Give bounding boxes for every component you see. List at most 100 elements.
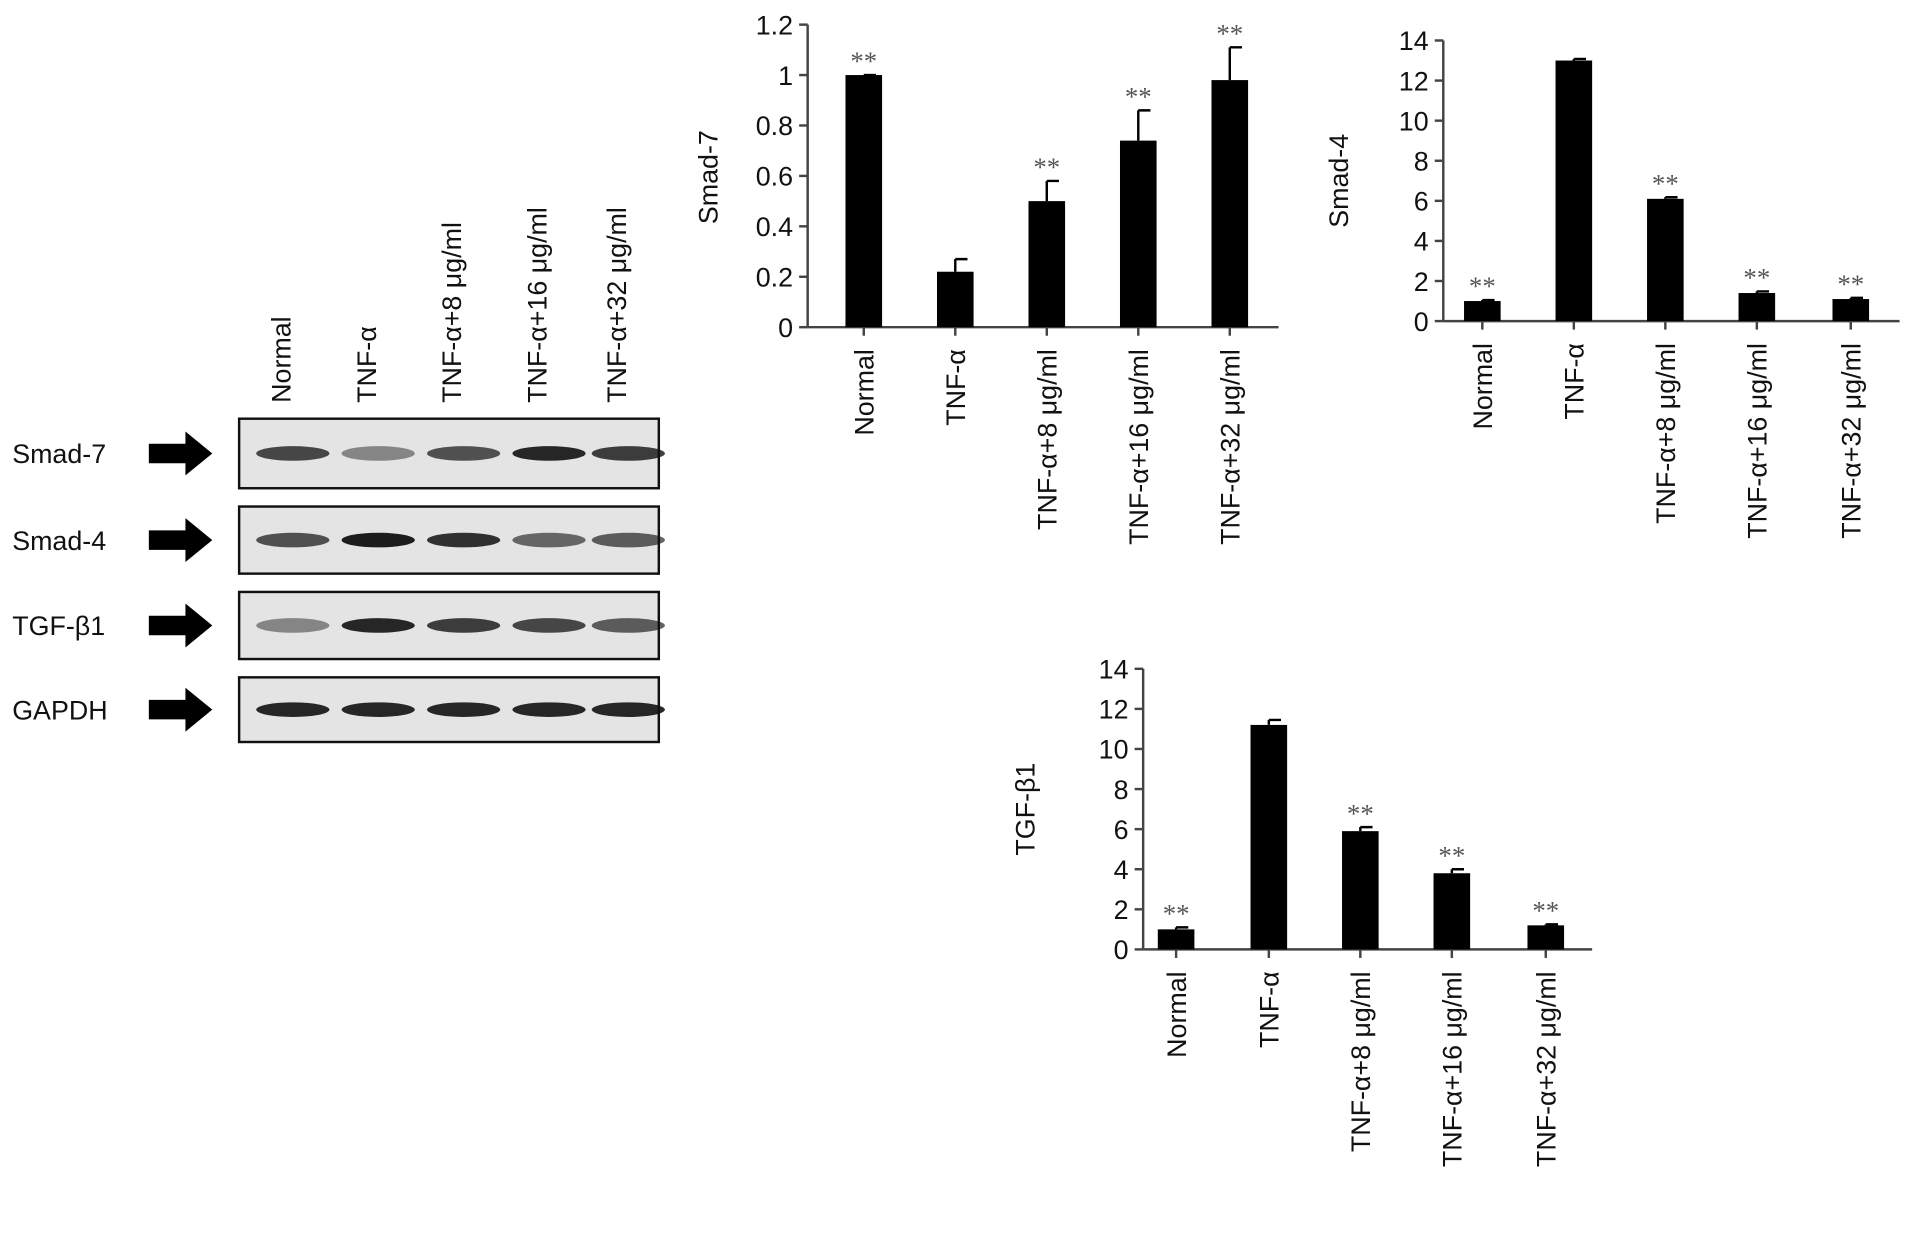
- error-bar: [1174, 926, 1189, 930]
- x-tick-label: TNF-α: [941, 349, 971, 426]
- x-tick-label: TNF-α: [1255, 971, 1285, 1048]
- x-tick-label: Normal: [1162, 971, 1192, 1057]
- x-tick-label: Normal: [1468, 343, 1498, 429]
- significance: **: [1033, 152, 1060, 182]
- error-bar: [1755, 290, 1770, 294]
- bar: [1738, 293, 1776, 322]
- band: [591, 702, 665, 717]
- x-tick-label: TNF-α+8 μg/ml: [1033, 349, 1063, 530]
- band: [512, 446, 586, 461]
- band: [512, 532, 586, 548]
- y-tick-label: 4: [1414, 227, 1429, 257]
- y-tick-label: 2: [1114, 895, 1129, 925]
- error-bar: [1481, 298, 1495, 302]
- y-axis-label: Smad-7: [693, 130, 723, 224]
- lane-label: Normal: [266, 316, 296, 402]
- x-tick-label: TNF-α+16 μg/ml: [1124, 349, 1154, 545]
- error-bar: [1849, 296, 1863, 300]
- significance: **: [1216, 18, 1243, 48]
- row-label: Smad-4: [12, 526, 106, 556]
- bar: [1832, 299, 1870, 322]
- band: [341, 532, 415, 548]
- significance: **: [1163, 898, 1190, 928]
- band: [512, 618, 586, 633]
- band: [591, 618, 665, 633]
- bar: [1028, 201, 1066, 328]
- y-tick-label: 0.4: [756, 212, 793, 242]
- row-label: Smad-7: [12, 439, 106, 469]
- lane-label: TNF-α: [352, 326, 382, 403]
- y-tick-label: 14: [1099, 655, 1129, 685]
- row-label: TGF-β1: [12, 611, 105, 641]
- y-tick-label: 4: [1114, 855, 1129, 885]
- arrow: [148, 603, 213, 648]
- bar: [1647, 198, 1684, 322]
- error-bar: [1137, 109, 1151, 141]
- bar: [1342, 831, 1379, 950]
- y-tick-label: 0: [778, 313, 793, 343]
- bar: [1119, 140, 1157, 328]
- significance: **: [1532, 895, 1559, 925]
- band: [427, 532, 501, 548]
- bar: [936, 271, 974, 328]
- x-tick-label: Normal: [850, 349, 880, 435]
- significance: **: [1652, 168, 1679, 198]
- y-tick-label: 1: [778, 61, 793, 91]
- arrow: [148, 431, 213, 476]
- bar: [845, 75, 883, 328]
- band: [256, 618, 330, 633]
- y-tick-label: 0.2: [756, 263, 793, 293]
- bar: [1527, 925, 1565, 950]
- y-tick-label: 10: [1399, 106, 1429, 136]
- lane-label: TNF-α+32 μg/ml: [602, 207, 632, 403]
- significance: **: [1743, 263, 1770, 293]
- y-tick-label: 6: [1414, 187, 1429, 217]
- y-tick-label: 2: [1414, 267, 1429, 297]
- band: [427, 618, 501, 633]
- error-bar: [1267, 718, 1282, 725]
- band: [591, 532, 665, 548]
- bar: [1433, 873, 1471, 950]
- significance: **: [1438, 840, 1465, 870]
- y-tick-label: 0: [1114, 935, 1129, 965]
- bar: [1157, 929, 1195, 950]
- bar: [1555, 60, 1593, 322]
- x-tick-label: TNF-α+32 μg/ml: [1837, 343, 1867, 539]
- band: [256, 702, 330, 717]
- y-tick-label: 14: [1399, 26, 1429, 56]
- lane-label: TNF-α+8 μg/ml: [437, 222, 467, 403]
- y-tick-label: 6: [1114, 815, 1129, 845]
- significance: **: [1125, 81, 1152, 111]
- x-tick-label: TNF-α+32 μg/ml: [1532, 971, 1562, 1167]
- x-tick-label: TNF-α+8 μg/ml: [1346, 971, 1376, 1152]
- error-bar: [1664, 196, 1678, 199]
- lane-label: TNF-α+16 μg/ml: [523, 207, 553, 403]
- y-tick-label: 12: [1099, 695, 1129, 725]
- y-axis-label: TGF-β1: [1011, 763, 1041, 856]
- error-bar: [1045, 179, 1059, 202]
- row-label: GAPDH: [12, 695, 107, 725]
- band: [591, 446, 665, 461]
- significance: **: [1469, 271, 1496, 301]
- arrow: [148, 687, 213, 732]
- y-axis-label: Smad-4: [1324, 134, 1354, 228]
- bar: [1211, 80, 1249, 328]
- significance: **: [1347, 798, 1374, 828]
- y-tick-label: 10: [1099, 735, 1129, 765]
- error-bar: [1359, 825, 1373, 832]
- significance: **: [1837, 269, 1864, 299]
- error-bar: [1228, 46, 1242, 81]
- x-tick-label: TNF-α: [1560, 343, 1590, 420]
- y-tick-label: 0.6: [756, 162, 793, 192]
- y-tick-label: 1.2: [756, 10, 793, 40]
- y-tick-label: 8: [1114, 775, 1129, 805]
- error-bar: [954, 257, 968, 272]
- band: [341, 702, 415, 717]
- band: [341, 618, 415, 633]
- band: [341, 446, 415, 461]
- x-tick-label: TNF-α+32 μg/ml: [1216, 349, 1246, 545]
- band: [256, 532, 330, 548]
- y-tick-label: 8: [1414, 147, 1429, 177]
- x-tick-label: TNF-α+16 μg/ml: [1743, 343, 1773, 539]
